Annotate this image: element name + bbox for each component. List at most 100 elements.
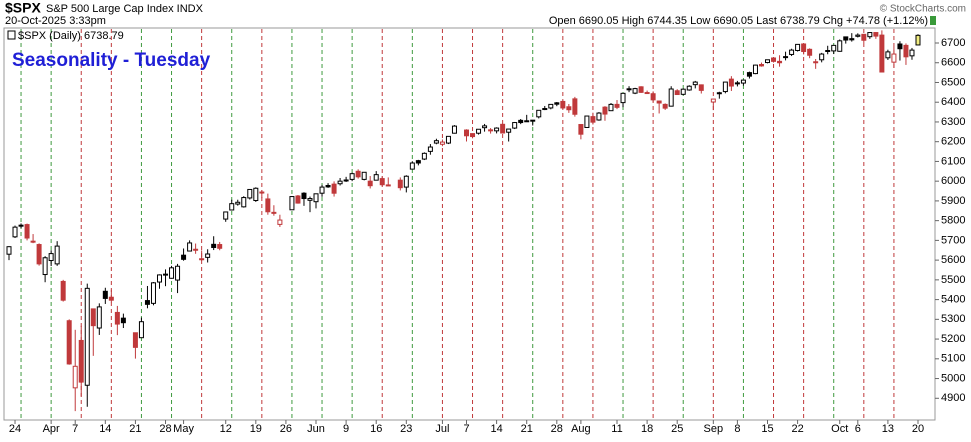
candles bbox=[6, 30, 921, 412]
candle-body bbox=[638, 86, 644, 93]
x-tick-label: Sep bbox=[704, 423, 724, 435]
x-tick-label: 25 bbox=[671, 423, 683, 435]
y-tick-label: 6300 bbox=[941, 116, 965, 128]
x-tick-label: May bbox=[173, 423, 194, 435]
candle-body bbox=[90, 308, 96, 327]
candle-body bbox=[542, 108, 548, 111]
candle-body bbox=[698, 84, 704, 91]
x-tick-label: 18 bbox=[641, 423, 653, 435]
candle-body bbox=[831, 44, 837, 52]
candle-body bbox=[632, 88, 638, 94]
plot-frame bbox=[3, 27, 936, 421]
candle-body bbox=[506, 128, 512, 133]
candle-body bbox=[578, 124, 584, 135]
candle-body bbox=[680, 88, 686, 95]
x-tick-label: 22 bbox=[791, 423, 803, 435]
candle-body bbox=[476, 128, 482, 134]
candle-body bbox=[518, 119, 524, 124]
x-tick-label: 9 bbox=[343, 423, 349, 435]
candle-body bbox=[223, 211, 229, 220]
x-tick-label: 19 bbox=[250, 423, 262, 435]
candle-body bbox=[716, 92, 722, 95]
candle-body bbox=[560, 100, 566, 109]
candle-body bbox=[494, 127, 500, 132]
tuesday-lines bbox=[20, 29, 895, 419]
candle-body bbox=[108, 296, 114, 301]
y-tick-label: 6500 bbox=[941, 76, 965, 88]
candle-body bbox=[710, 98, 716, 103]
candle-body bbox=[102, 290, 108, 299]
legend: $SPX (Daily) 6738.79 bbox=[18, 30, 124, 42]
candle-body bbox=[849, 38, 855, 41]
candle-body bbox=[403, 175, 409, 188]
candle-body bbox=[114, 311, 120, 325]
candle-body bbox=[873, 32, 879, 37]
candle-body bbox=[837, 40, 843, 52]
candle-body bbox=[181, 254, 187, 260]
candle-body bbox=[548, 103, 554, 109]
candle-body bbox=[590, 116, 596, 123]
candle-body bbox=[415, 160, 421, 164]
x-tick-label: 6 bbox=[855, 423, 861, 435]
candle-body bbox=[132, 332, 138, 348]
candle-body bbox=[349, 173, 355, 180]
candle-body bbox=[722, 81, 728, 93]
candle-body bbox=[18, 224, 24, 227]
x-tick-label: Jun bbox=[307, 423, 325, 435]
candle-body bbox=[6, 246, 12, 255]
candle-body bbox=[150, 282, 156, 304]
x-tick-label: 11 bbox=[611, 423, 622, 435]
y-tick-label: 6600 bbox=[941, 57, 965, 69]
y-tick-label: 4900 bbox=[941, 392, 965, 404]
candle-body bbox=[193, 248, 199, 251]
candle-body bbox=[668, 88, 674, 107]
candle-body bbox=[319, 186, 325, 194]
candle-body bbox=[879, 34, 885, 73]
candle-body bbox=[187, 242, 193, 252]
candle-body bbox=[650, 93, 656, 101]
candle-body bbox=[795, 43, 801, 52]
candle-body bbox=[801, 43, 807, 52]
candle-body bbox=[247, 188, 253, 199]
y-tick-label: 5400 bbox=[941, 294, 965, 306]
x-tick-label: 14 bbox=[490, 423, 502, 435]
x-tick-label: 23 bbox=[400, 423, 412, 435]
y-tick-label: 6400 bbox=[941, 96, 965, 108]
candle-body bbox=[289, 196, 295, 211]
candle-body bbox=[777, 60, 783, 64]
candle-body bbox=[819, 53, 825, 61]
y-tick-label: 5700 bbox=[941, 234, 965, 246]
x-tick-label: 20 bbox=[912, 423, 924, 435]
y-tick-label: 5800 bbox=[941, 215, 965, 227]
candle-body bbox=[758, 64, 764, 67]
candle-body bbox=[156, 274, 162, 283]
y-tick-label: 6200 bbox=[941, 136, 965, 148]
candle-body bbox=[295, 195, 301, 204]
candle-body bbox=[584, 115, 590, 128]
candle-body bbox=[229, 203, 235, 211]
candle-body bbox=[259, 191, 265, 194]
candle-body bbox=[433, 140, 439, 144]
candle-body bbox=[163, 273, 169, 276]
candle-body bbox=[301, 192, 307, 200]
x-tick-label: Apr bbox=[43, 423, 60, 435]
change-icon bbox=[930, 16, 936, 25]
candle-body bbox=[771, 57, 777, 62]
x-tick-label: 28 bbox=[159, 423, 171, 435]
x-tick-label: 28 bbox=[551, 423, 563, 435]
candle-body bbox=[746, 72, 752, 77]
x-tick-label: 14 bbox=[99, 423, 111, 435]
candle-body bbox=[740, 79, 746, 84]
candle-body bbox=[897, 43, 903, 50]
y-tick-label: 5100 bbox=[941, 353, 965, 365]
candle-body bbox=[367, 180, 373, 187]
candle-body bbox=[500, 123, 506, 134]
y-tick-label: 5500 bbox=[941, 274, 965, 286]
candle-body bbox=[765, 59, 771, 64]
candle-body bbox=[445, 135, 451, 144]
candle-body bbox=[277, 219, 283, 225]
candle-body bbox=[572, 98, 578, 115]
candle-body bbox=[60, 280, 66, 301]
